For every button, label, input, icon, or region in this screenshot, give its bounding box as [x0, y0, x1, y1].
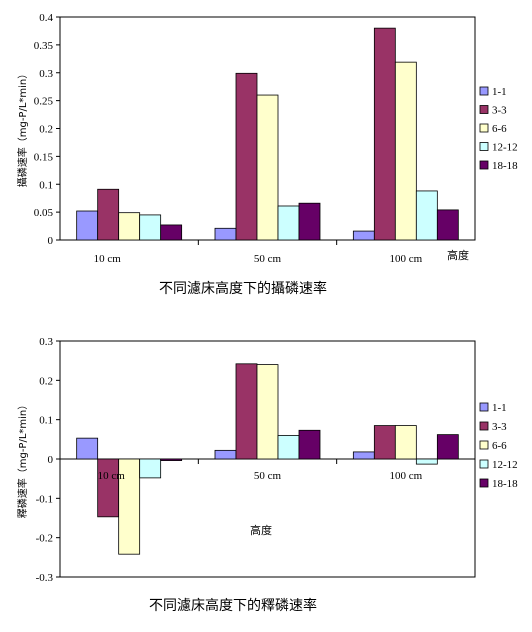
y-tick-label: 0.15: [34, 151, 54, 163]
legend-label: 3-3: [492, 105, 507, 117]
bar-12-12-50cm: [277, 434, 300, 460]
legend-swatch: [479, 459, 489, 469]
y-tick-label: 0.3: [39, 336, 53, 348]
bar-3-3-100cm: [373, 27, 396, 241]
y-tick-label: 0.1: [39, 179, 53, 191]
legend-swatch: [479, 421, 489, 431]
legend-label: 3-3: [492, 421, 507, 433]
y-tick-label: 0.35: [34, 40, 54, 52]
bar-12-12-50cm: [277, 205, 300, 241]
category-label: 100 cm: [389, 253, 422, 265]
chart-caption: 不同濾床高度下的攝磷速率: [159, 280, 327, 297]
legend-swatch: [479, 142, 489, 151]
y-tick-label: 0.05: [34, 207, 54, 219]
category-label: 50 cm: [254, 253, 282, 265]
bar-1-1-50cm: [214, 449, 237, 460]
bar-18-18-50cm: [298, 429, 321, 460]
y-tick-label: -0.2: [36, 533, 53, 545]
bar-6-6-10cm: [118, 458, 141, 555]
uptake-chart: 0 0.05 0.1 0.15 0.2 0.25 0.3 0.35 0.4 10 cm 50 cm 1…: [16, 12, 518, 297]
bar-18-18-100cm: [436, 434, 459, 460]
legend-swatch: [479, 123, 489, 133]
bar-12-12-100cm: [415, 190, 438, 241]
legend-label: 12-12: [492, 459, 518, 471]
release-chart: -0.3 -0.2 -0.1 0 0.1 0.2 0.3 10 cm 50 cm 100 cm 高度…: [16, 336, 518, 614]
bar-18-18-10cm: [160, 224, 183, 241]
legend-label: 1-1: [492, 402, 507, 414]
y-tick-label: 0: [48, 235, 54, 247]
bar-6-6-100cm: [394, 61, 417, 241]
legend-label: 12-12: [492, 142, 518, 154]
legend-swatch: [479, 440, 489, 450]
bar-18-18-10cm: [160, 458, 183, 461]
y-tick-label: 0.3: [39, 68, 53, 80]
bar-3-3-10cm: [97, 458, 120, 518]
legend-swatch: [479, 86, 489, 96]
bar-6-6-100cm: [394, 425, 417, 460]
y-tick-label: 0.4: [39, 12, 53, 24]
legend-swatch: [479, 160, 489, 170]
legend-swatch: [479, 478, 489, 488]
bar-6-6-50cm: [256, 364, 279, 460]
bar-3-3-100cm: [373, 425, 396, 460]
y-tick-label: 0.1: [39, 415, 53, 427]
bar-1-1-10cm: [76, 210, 99, 241]
y-tick-label: 0: [48, 454, 54, 466]
y-axis-label: 攝磷速率（mg-P/L*min）: [16, 69, 29, 188]
bar-12-12-100cm: [415, 458, 438, 465]
bar-6-6-50cm: [256, 94, 279, 241]
bar-6-6-10cm: [118, 212, 141, 241]
bar-1-1-10cm: [76, 437, 99, 460]
bar-12-12-10cm: [139, 458, 162, 479]
y-tick-label: 0.2: [39, 375, 53, 387]
chart-caption: 不同濾床高度下的釋磷速率: [149, 597, 317, 614]
bar-3-3-50cm: [235, 363, 258, 460]
category-label: 50 cm: [254, 470, 282, 482]
legend-swatch: [479, 402, 489, 412]
bar-1-1-100cm: [352, 451, 375, 460]
legend-label: 18-18: [492, 478, 518, 490]
y-tick-label: 0.2: [39, 124, 53, 136]
legend-label: 1-1: [492, 86, 507, 98]
y-axis-label: 釋磷速率（mg-P/L*min）: [16, 400, 29, 519]
bar-3-3-50cm: [235, 72, 258, 241]
bar-1-1-100cm: [352, 230, 375, 241]
legend-label: 18-18: [492, 160, 518, 172]
legend-label: 6-6: [492, 440, 507, 452]
y-tick-label: -0.3: [36, 572, 54, 584]
x-axis-title: 高度: [447, 248, 469, 262]
category-label: 10 cm: [94, 253, 122, 265]
legend-swatch: [479, 105, 489, 114]
bar-1-1-50cm: [214, 227, 237, 241]
bar-18-18-50cm: [298, 202, 321, 241]
category-label: 100 cm: [389, 470, 422, 482]
bar-12-12-10cm: [139, 214, 162, 241]
legend-label: 6-6: [492, 123, 507, 135]
x-axis-title: 高度: [250, 523, 272, 537]
y-tick-label: -0.1: [36, 493, 53, 505]
y-tick-label: 0.25: [34, 96, 54, 108]
category-label: 10 cm: [98, 470, 126, 482]
bar-3-3-10cm: [97, 188, 120, 241]
bar-18-18-100cm: [436, 209, 459, 241]
